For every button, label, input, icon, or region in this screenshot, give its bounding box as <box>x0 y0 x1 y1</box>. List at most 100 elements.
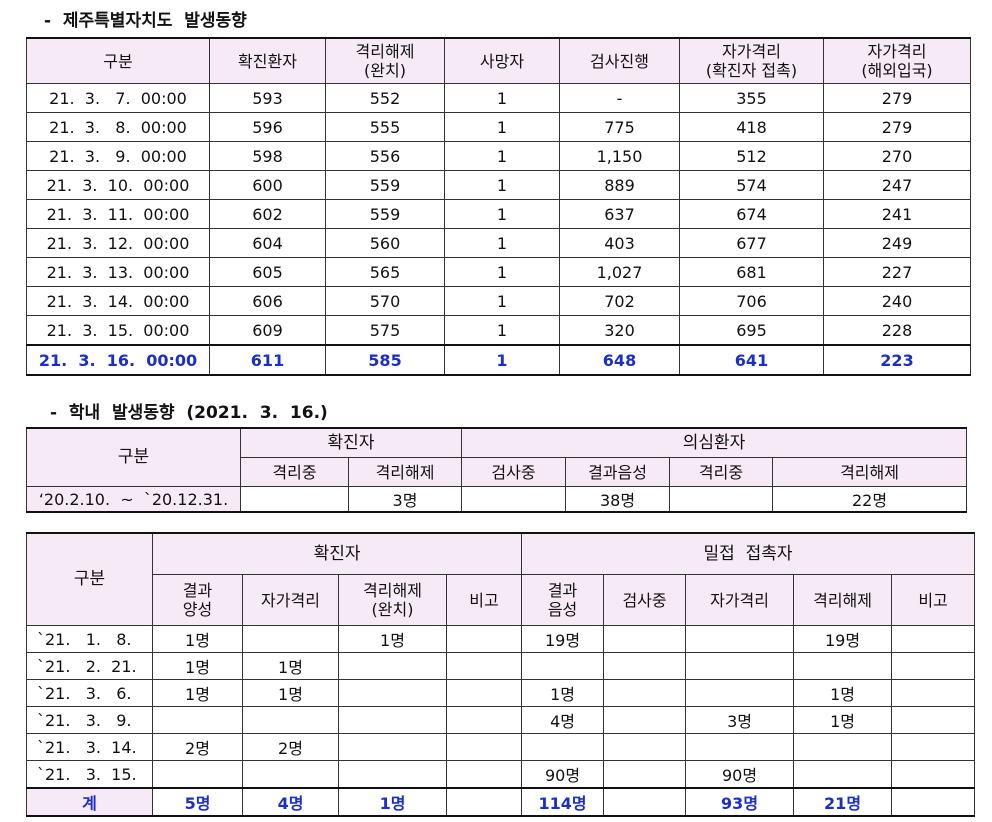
table-cell <box>603 679 687 707</box>
table-row: 21. 3. 11. 00:00 602 559 1 637 674 241 <box>26 199 971 229</box>
table-cell: 1 <box>444 315 560 346</box>
table-cell: 355 <box>679 83 824 113</box>
total-row: 21. 3. 16. 00:00 611 585 1 648 641 223 <box>26 344 971 376</box>
table-cell <box>152 760 243 789</box>
table-cell: 223 <box>823 344 971 376</box>
table-header-row: 구분 확진환자 격리해제 (완치) 사망자 검사진행 자가격리 (확진자 접촉)… <box>26 37 971 84</box>
table-cell: 4명 <box>242 787 339 817</box>
table-cell <box>445 787 523 817</box>
date-cell: `21. 3. 15. <box>26 760 153 789</box>
group-header-confirmed: 확진자 <box>239 427 463 458</box>
table-cell: 648 <box>559 344 680 376</box>
sub-header: 자가격리 <box>685 574 795 626</box>
date-cell: 21. 3. 9. 00:00 <box>26 141 210 171</box>
table-cell <box>445 733 523 761</box>
group-header-contacts: 밀접 접촉자 <box>521 532 976 575</box>
table-cell: 3명 <box>347 486 463 513</box>
sub-header: 격리해제 <box>772 457 968 487</box>
table-cell <box>603 652 687 680</box>
campus-status-table: 구분 확진자 의심환자 격리중 격리해제 검사중 결과음성 격리중 격리해제 ‘… <box>26 427 968 513</box>
col-header: 구분 <box>26 37 210 84</box>
table-cell <box>338 760 447 789</box>
table-cell: 270 <box>823 141 971 171</box>
table-cell: 19명 <box>521 625 605 653</box>
table-row: `21. 3. 6. 1명 1명 1명 1명 <box>26 679 976 707</box>
table-cell: 1명 <box>152 679 243 707</box>
col-header: 사망자 <box>444 37 560 84</box>
table-cell: 559 <box>325 170 445 200</box>
table-cell: 565 <box>325 257 445 287</box>
table-row: `21. 3. 9. 4명 3명 1명 <box>26 706 976 734</box>
table-cell <box>445 679 523 707</box>
table-cell: 227 <box>823 257 971 287</box>
table-cell <box>891 679 976 707</box>
table-cell: 556 <box>325 141 445 171</box>
table-cell: 1명 <box>793 706 893 734</box>
table-cell: 4명 <box>521 706 605 734</box>
table-cell: 3명 <box>685 706 795 734</box>
sub-header: 격리해제 <box>347 457 463 487</box>
table-cell: 559 <box>325 199 445 229</box>
table-cell: 1 <box>444 344 560 376</box>
campus-detail-table: 구분 확진자 밀접 접촉자 결과 양성 자가격리 격리해제 (완치) 비고 결과… <box>26 532 976 817</box>
table-cell: 1명 <box>242 652 339 680</box>
table-cell <box>891 706 976 734</box>
table-row: ‘20.2.10. ~ `20.12.31. 3명 38명 22명 <box>26 486 968 513</box>
table-cell: 1명 <box>793 679 893 707</box>
date-cell: 21. 3. 11. 00:00 <box>26 199 210 229</box>
table-cell: 593 <box>209 83 326 113</box>
col-header: 확진환자 <box>209 37 326 84</box>
table-cell: 574 <box>679 170 824 200</box>
sub-header: 검사중 <box>461 457 567 487</box>
table-cell: 1명 <box>338 625 447 653</box>
table-cell: 38명 <box>565 486 671 513</box>
table-row: 21. 3. 13. 00:00 605 565 1 1,027 681 227 <box>26 257 971 287</box>
table-cell: 512 <box>679 141 824 171</box>
table-cell: 114명 <box>521 787 605 817</box>
table-cell <box>603 625 687 653</box>
date-cell: 21. 3. 8. 00:00 <box>26 112 210 142</box>
group-header-confirmed: 확진자 <box>151 532 523 575</box>
table-cell <box>242 760 339 789</box>
table-cell: 596 <box>209 112 326 142</box>
table-cell <box>152 706 243 734</box>
table-row: `21. 2. 21. 1명 1명 <box>26 652 976 680</box>
table-cell: 677 <box>679 228 824 258</box>
table-cell: 604 <box>209 228 326 258</box>
table-cell: 2명 <box>242 733 339 761</box>
table-cell <box>685 733 795 761</box>
table-cell <box>338 706 447 734</box>
table-cell: 555 <box>325 112 445 142</box>
table-row: `21. 1. 8. 1명 1명 19명 19명 <box>26 625 976 653</box>
table-cell: 706 <box>679 286 824 316</box>
table-cell: 637 <box>559 199 680 229</box>
sub-header: 비고 <box>445 574 523 626</box>
table-cell: 22명 <box>772 486 968 513</box>
table-cell: - <box>559 83 680 113</box>
table-cell: 1 <box>444 112 560 142</box>
table-cell <box>338 733 447 761</box>
table-row: 21. 3. 7. 00:00 593 552 1-355 279 <box>26 83 971 113</box>
table-cell: 1 <box>444 228 560 258</box>
sub-header: 결과 양성 <box>152 574 243 626</box>
table-cell <box>521 652 605 680</box>
date-cell: `21. 3. 6. <box>26 679 153 707</box>
sub-header: 격리해제 (완치) <box>338 574 447 626</box>
table-cell <box>445 652 523 680</box>
table-row: 21. 3. 10. 00:00 600 559 1 889 574 247 <box>26 170 971 200</box>
section1-heading: - 제주특별자치도 발생동향 <box>44 11 247 31</box>
table-cell: 241 <box>823 199 971 229</box>
table-cell: 1 <box>444 199 560 229</box>
table-row: 21. 3. 14. 00:00 606 570 1 702 706 240 <box>26 286 971 316</box>
table-row: 21. 3. 12. 00:00 604 560 1 403 677 249 <box>26 228 971 258</box>
table-cell <box>338 679 447 707</box>
sub-header: 격리중 <box>240 457 349 487</box>
table-cell: 552 <box>325 83 445 113</box>
table-cell: 249 <box>823 228 971 258</box>
table-cell <box>445 625 523 653</box>
table-cell <box>891 625 976 653</box>
table-cell <box>603 787 687 817</box>
table-cell: 93명 <box>685 787 795 817</box>
table-cell <box>242 625 339 653</box>
table-cell: 575 <box>325 315 445 346</box>
